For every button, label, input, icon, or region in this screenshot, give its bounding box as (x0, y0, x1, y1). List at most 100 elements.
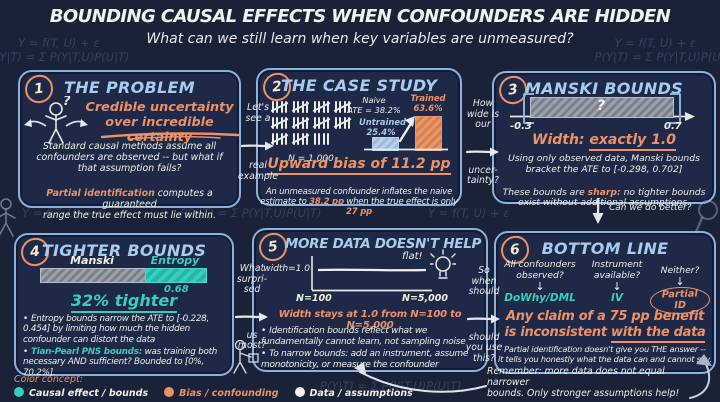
curved-arrow-to-panel5 (354, 362, 487, 393)
trained-bar-label: Trained 63.6% (410, 93, 446, 113)
right-bracket (670, 93, 681, 124)
legend-label: Color concept: (14, 374, 83, 385)
decision-question: Neither? (660, 265, 700, 276)
x-max-label: N=5,000 (402, 293, 448, 304)
right-arrow-icon (465, 147, 499, 157)
panel-title: THE PROBLEM (64, 78, 195, 97)
connector-do-better: Can we do better? (609, 203, 692, 213)
axis-max-label: 0.7 (664, 121, 682, 132)
decision-col-confounders: All confounders observed? ↓ DoWhy/DML (500, 259, 580, 305)
panel-title: THE CASE STUDY (280, 76, 438, 95)
connector-when-use: So when should should you use this? (465, 264, 503, 365)
entropy-width-value: 0.68 (164, 284, 189, 295)
curved-arrow-to-panel6 (689, 354, 712, 399)
bg-formula-model: Y = f(T, U) + ε (428, 206, 510, 220)
legend-item-bias: Bias / confounding (164, 387, 279, 399)
confused-person-doodle-icon: ? (24, 96, 88, 144)
tally-marks (270, 101, 352, 149)
lightbulb-icon (430, 249, 456, 279)
legend-row: Causal effect / bounds Bias / confoundin… (14, 387, 413, 399)
interval-question-mark: ? (596, 98, 606, 114)
right-arrow-icon (234, 312, 268, 322)
decision-answer: IV (610, 292, 624, 305)
partial-identification-highlight: Partial identification (46, 187, 155, 199)
decision-question: Instrument available? (591, 259, 643, 281)
decision-col-instrument: Instrument available? ↓ IV (586, 259, 648, 305)
remember-note: Remember: more data does not equal narro… (487, 366, 680, 399)
down-arrow-icon: ↓ (535, 280, 545, 294)
panel-title: BOTTOM LINE (541, 239, 669, 258)
panel-more-data: 5 MORE DATA DOESN'T HELP width=1.0 flat!… (252, 228, 488, 372)
bg-formula-prob: P(Y|T) = Σ P(Y|T,U)P(U|T) (180, 206, 322, 220)
bg-formula-prob: P(Y|T) = Σ P(Y|T,U)P(U|T) (594, 50, 720, 64)
sharp-note: These bounds are sharp: no tighter bound… (502, 186, 706, 209)
connector-how-wide: How wide is our uncer- tainty? (465, 97, 500, 187)
svg-text:?: ? (63, 96, 71, 109)
decision-col-neither: Neither? ↓ Partial ID (649, 265, 711, 316)
down-arrow-icon: ↓ (612, 280, 622, 294)
x-min-label: N=100 (296, 293, 332, 304)
underline-swoosh (100, 132, 240, 140)
tighter-statement: 32% tighter (16, 291, 232, 313)
panel-tighter-bounds: 4 TIGHTER BOUNDS Manski Entropy 0.68 32%… (14, 233, 234, 378)
page-title: BOUNDING CAUSAL EFFECTS WHEN CONFOUNDERS… (49, 6, 671, 27)
panel-the-problem: 1 THE PROBLEM ? Credible uncertainty ove… (18, 70, 241, 221)
identification-bullet: • Identification bounds reflect what we f… (261, 326, 466, 347)
bg-formula-prob: P(Y|T) = Σ P(Y|T,U)P(U|T) (0, 50, 130, 64)
entropy-bar-label: Entropy (150, 254, 200, 267)
axis-min-label: -0.3 (510, 121, 532, 132)
bg-formula-model: Y = f(T, U) + ε (22, 206, 104, 220)
panel-manski-bounds: 3 MANSKI BOUNDS ? -0.3 0.7 Width: exactl… (492, 71, 716, 208)
trained-bar (415, 116, 442, 151)
upward-bias-line: Upward bias of 11.2 pp (258, 156, 460, 175)
panel-bottom-line: 6 BOTTOM LINE All confounders observed? … (494, 231, 716, 374)
panel-title: TIGHTER BOUNDS (41, 241, 207, 260)
right-arrow-icon (466, 314, 500, 324)
magnifying-glass-doodle-icon (694, 200, 718, 234)
sample-size-label: N = 1,000 (288, 154, 334, 164)
case-study-note: An unmeasured confounder inflates the na… (260, 186, 458, 217)
naive-ate-label: Naive ATE = 38.2% (347, 95, 401, 115)
right-arrow-icon (240, 141, 274, 151)
entropy-width-bar (145, 268, 207, 283)
connector-surprised: What surpri- sed us most? (226, 253, 278, 363)
narrow-bounds-bullet: • To narrow bounds: add an instrument, as… (261, 349, 469, 370)
stick-figure-carrying-doodle-icon (233, 340, 259, 374)
untrained-bar-label: Untrained 25.4% (359, 117, 407, 137)
panel-title: MORE DATA DOESN'T HELP (284, 236, 482, 252)
connector-see-example: Let's see a real example (237, 101, 279, 182)
width-statement: Width: exactly 1.0 (494, 132, 714, 151)
white-dot-icon (294, 387, 305, 397)
manski-bar-label: Manski (70, 254, 114, 267)
stick-figure-doodle-icon (0, 198, 16, 237)
decision-answer: DoWhy/DML (504, 292, 576, 305)
problem-solution: Partial identification computes a guaran… (24, 178, 235, 222)
width-stays-line: Width stays at 1.0 from N=100 to N=5,000 (278, 309, 462, 331)
panel-case-study: 2 THE CASE STUDY N = 1,000 Naive ATE = 3… (256, 68, 462, 217)
bg-formula-prob: P(Y|T) = Σ P(Y|T,U)P(U|T) (320, 379, 462, 393)
page-subtitle: What can we still learn when key variabl… (146, 31, 574, 47)
down-arrow-icon: ↓ (675, 275, 685, 288)
claim-statement: Any claim of a 75 pp benefit is inconsis… (496, 309, 714, 344)
entropy-bullet: • Entropy bounds narrow the ATE to [-0.22… (23, 314, 210, 345)
manski-width-bar (40, 268, 147, 283)
bg-formula-model: Y = f(T, U) + ε (614, 36, 696, 50)
problem-solution-text: computes a guaranteed range the true eff… (43, 187, 216, 221)
pns-bullet: • Tian-Pearl PNS bounds: was training bot… (23, 347, 218, 378)
bg-formula-model: Y = f(T, U) + ε (18, 36, 100, 50)
decision-question: All confounders observed? (504, 259, 576, 281)
flat-annotation: flat! (402, 251, 423, 262)
panel-title: MANSKI BOUNDS (524, 79, 684, 98)
legend-item-data: Data / assumptions (294, 387, 413, 399)
manski-interval-bar (530, 97, 674, 118)
cyan-dot-icon (14, 387, 24, 397)
case-study-chart-marks (364, 116, 448, 151)
left-bracket (523, 93, 534, 124)
down-arrow-icon (592, 197, 604, 224)
orange-dot-icon (164, 387, 175, 397)
legend-item-causal: Causal effect / bounds (14, 387, 148, 399)
flat-width-chart (311, 256, 432, 292)
problem-body: Standard causal methods assume all confo… (36, 141, 223, 174)
y-axis-label: width=1.0 (263, 264, 310, 274)
